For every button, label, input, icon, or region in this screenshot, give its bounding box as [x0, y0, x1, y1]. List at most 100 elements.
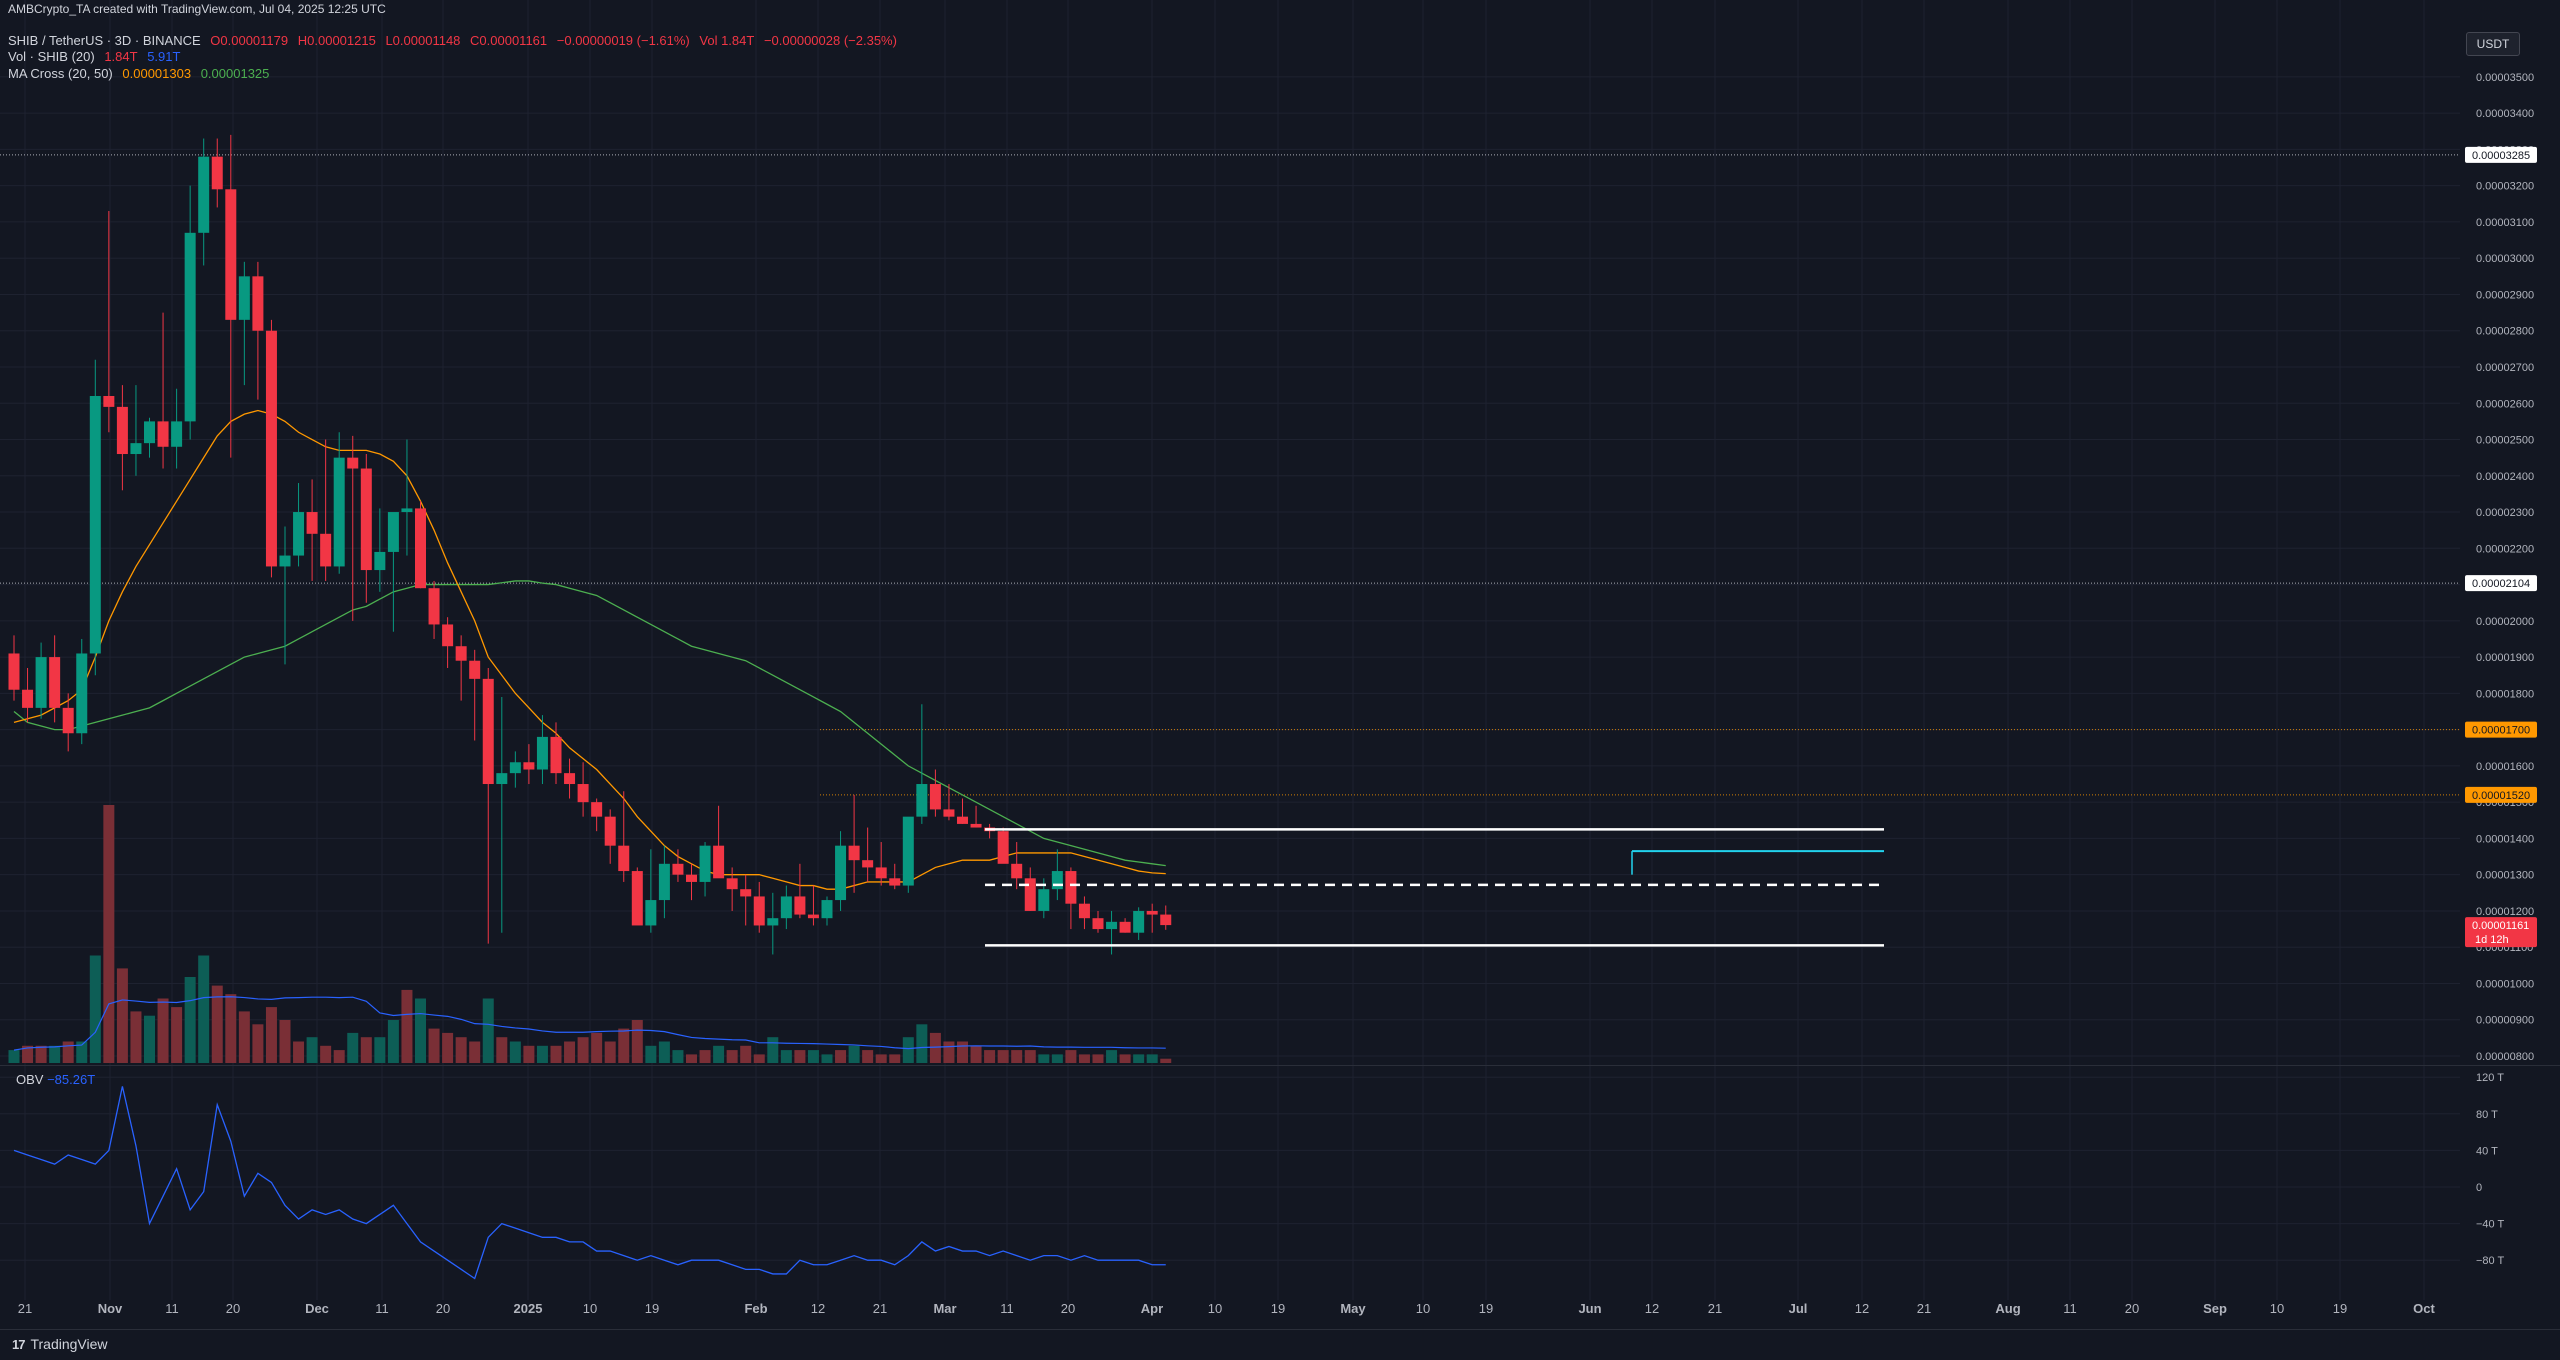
- price-label-text: 0.00001520: [2472, 790, 2530, 802]
- candle-body: [428, 588, 440, 625]
- volume-bar: [62, 1041, 74, 1063]
- volume-bar: [252, 1024, 264, 1063]
- price-label-box: [2465, 917, 2537, 948]
- volume-bar: [1146, 1054, 1158, 1063]
- candle-body: [618, 845, 630, 872]
- candle-body: [415, 508, 426, 589]
- candle-body: [699, 845, 711, 882]
- volume-bar: [211, 985, 223, 1063]
- volume-bar: [76, 1041, 88, 1063]
- obv-tick-label: −40 T: [2476, 1219, 2505, 1231]
- candle-body: [631, 871, 643, 926]
- candle-body: [22, 689, 34, 708]
- time-tick-label: 11: [375, 1301, 389, 1316]
- time-tick-label: Feb: [744, 1301, 767, 1316]
- candle-body: [577, 784, 589, 803]
- volume-bar: [374, 1037, 386, 1063]
- volume-bar: [523, 1045, 535, 1063]
- volume-legend[interactable]: Vol · SHIB (20) 1.84T 5.91T: [8, 49, 186, 64]
- candle-body: [1078, 903, 1090, 919]
- time-tick-label: 11: [2063, 1301, 2077, 1316]
- volume-bar: [997, 1050, 1009, 1063]
- candle-body: [1146, 910, 1158, 915]
- candle-body: [550, 736, 562, 774]
- volume-bar: [116, 968, 128, 1063]
- price-tick-label: 0.00002300: [2476, 507, 2534, 519]
- obv-tick-label: 0: [2476, 1182, 2482, 1194]
- time-tick-label: Oct: [2413, 1301, 2435, 1316]
- ohlc-vol: Vol 1.84T: [699, 33, 755, 48]
- volume-bar: [957, 1041, 968, 1063]
- volume-bar: [238, 1011, 250, 1063]
- time-tick-label: 10: [1416, 1301, 1430, 1316]
- time-tick-label: 20: [2125, 1301, 2139, 1316]
- obv-legend[interactable]: OBV −85.26T: [16, 1072, 95, 1087]
- volume-bar: [1133, 1054, 1145, 1063]
- volume-bar: [320, 1045, 332, 1063]
- candle-body: [482, 678, 494, 785]
- volume-bar: [862, 1050, 874, 1063]
- ohlc-close: C0.00001161: [470, 33, 548, 48]
- volume-bar: [943, 1041, 955, 1063]
- candle-body: [225, 189, 237, 320]
- symbol-line: SHIB / TetherUS · 3D · BINANCE O0.000011…: [8, 33, 903, 48]
- price-label-box: [2465, 575, 2537, 592]
- volume-bar: [89, 955, 101, 1063]
- volume-bar: [279, 1020, 291, 1063]
- volume-bar: [1078, 1054, 1090, 1063]
- symbol-title[interactable]: SHIB / TetherUS · 3D · BINANCE: [8, 33, 201, 48]
- time-tick-label: Mar: [933, 1301, 956, 1316]
- candle-body: [1106, 921, 1118, 930]
- pane-separator[interactable]: [0, 1065, 2560, 1066]
- volume-bar: [157, 998, 169, 1063]
- candle-body: [76, 653, 88, 734]
- candle-body: [686, 874, 697, 882]
- time-tick-label: 21: [18, 1301, 32, 1316]
- candle-body: [442, 624, 454, 647]
- time-tick-label: 19: [1479, 1301, 1493, 1316]
- volume-bar: [929, 1032, 941, 1063]
- volume-bar: [265, 1007, 277, 1063]
- price-tick-label: 0.00002600: [2476, 398, 2534, 410]
- time-tick-label: 19: [1271, 1301, 1285, 1316]
- price-label-text: 0.00003285: [2472, 150, 2530, 162]
- candle-body: [1024, 878, 1036, 911]
- volume-ma-value: 5.91T: [147, 49, 181, 64]
- ma-cross-legend[interactable]: MA Cross (20, 50) 0.00001303 0.00001325: [8, 66, 275, 81]
- time-tick-label: 12: [1645, 1301, 1659, 1316]
- candle-body: [862, 860, 874, 868]
- author-line: AMBCrypto_TA created with TradingView.co…: [8, 2, 386, 16]
- time-tick-label: 11: [165, 1301, 179, 1316]
- footer-bar: 17 TradingView: [0, 1329, 2560, 1360]
- candle-body: [726, 878, 738, 890]
- candles: [8, 134, 1172, 955]
- volume-bar: [902, 1037, 914, 1063]
- candle-body: [1160, 914, 1172, 926]
- volume-bar: [482, 998, 494, 1063]
- price-tick-label: 0.00003400: [2476, 108, 2534, 120]
- volume-bar: [198, 955, 210, 1063]
- volume-bar: [604, 1041, 616, 1063]
- volume-bar: [970, 1045, 982, 1063]
- candle-body: [1133, 910, 1145, 933]
- tradingview-logo[interactable]: 17 TradingView: [12, 1336, 108, 1352]
- volume-bar: [740, 1045, 752, 1063]
- price-tick-label: 0.00000900: [2476, 1015, 2534, 1027]
- time-tick-label: Dec: [305, 1301, 329, 1316]
- time-tick-label: 12: [1855, 1301, 1869, 1316]
- horizontal-levels: [0, 154, 2460, 796]
- candle-body: [536, 736, 548, 770]
- price-tick-label: 0.00001900: [2476, 652, 2534, 664]
- candle-body: [564, 773, 576, 785]
- candle-body: [401, 508, 413, 513]
- price-tick-label: 0.00002700: [2476, 362, 2534, 374]
- volume-bar: [591, 1032, 603, 1063]
- volume-bar: [103, 805, 115, 1063]
- candle-body: [144, 421, 155, 444]
- time-axis: 21 Nov 11 20 Dec 11 20 2025 10 19 Feb 12 21 Mar 11 20 Ap…: [18, 1301, 2436, 1316]
- candle-body: [360, 468, 372, 571]
- time-tick-label: 21: [873, 1301, 887, 1316]
- candle-body: [306, 512, 318, 534]
- currency-button[interactable]: USDT: [2466, 32, 2520, 56]
